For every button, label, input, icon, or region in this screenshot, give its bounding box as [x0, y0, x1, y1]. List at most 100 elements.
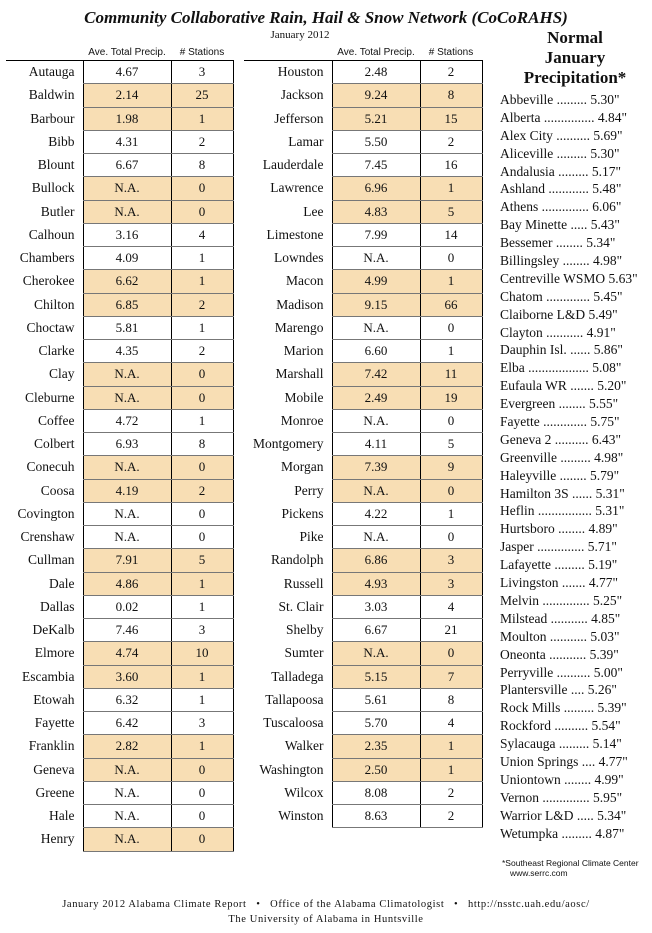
normal-precip-row: Wetumpka ......... 4.87" — [500, 825, 650, 843]
precip-value: 4.09 — [82, 246, 171, 271]
leader-dots: ....... — [558, 575, 586, 591]
station-count: 1 — [419, 176, 483, 201]
table-row: Chilton 6.85 2 — [6, 293, 234, 317]
precip-value: 2.82 — [82, 734, 171, 759]
precip-value: 4.67 — [82, 60, 171, 85]
normal-title-line2: January — [544, 48, 606, 67]
leader-dots: ......... — [553, 145, 587, 161]
normal-precip-row: Eufaula WR ....... 5.20" — [500, 377, 650, 395]
leader-dots: .............. — [539, 789, 590, 805]
county-name: Barbour — [30, 110, 75, 126]
station-name: Geneva 2 — [500, 431, 552, 447]
station-name: Warrior L&D — [500, 807, 574, 823]
normal-precip-row: Andalusia ......... 5.17" — [500, 163, 650, 181]
normal-precip-row: Aliceville ......... 5.30" — [500, 145, 650, 163]
station-count: 25 — [170, 83, 234, 108]
station-name: Melvin — [500, 592, 539, 608]
precip-value: 4.19 — [82, 479, 171, 503]
normal-value: 5.75" — [590, 414, 620, 430]
county-name: Mobile — [284, 389, 324, 405]
station-count: 0 — [170, 176, 234, 201]
precip-value: 2.48 — [331, 60, 420, 85]
precip-value: 4.35 — [82, 339, 171, 364]
normal-precip-title: Normal January Precipitation* — [500, 28, 650, 88]
station-name: Hurtsboro — [500, 521, 555, 537]
county-name: Marengo — [274, 319, 324, 335]
table-row: Houston 2.48 2 — [244, 60, 483, 85]
leader-dots: .......... — [551, 431, 589, 447]
precip-value: N.A. — [331, 246, 420, 271]
station-count: 0 — [419, 246, 483, 271]
county-name: Wilcox — [284, 784, 324, 800]
station-name: Bessemer — [500, 235, 553, 251]
leader-dots: ........ — [556, 467, 587, 483]
normal-value: 4.85" — [591, 610, 621, 626]
county-name: Dallas — [40, 598, 75, 614]
normal-value: 5.48" — [592, 181, 622, 197]
normal-value: 5.30" — [590, 92, 620, 107]
county-name: Fayette — [34, 715, 75, 731]
table-row: Wilcox 8.08 2 — [244, 781, 483, 806]
table-row: Randolph 6.86 3 — [244, 548, 483, 573]
county-name: Baldwin — [28, 87, 75, 103]
table-row: Escambia 3.60 1 — [6, 665, 234, 689]
normal-value: 5.30" — [590, 145, 620, 161]
station-count: 19 — [419, 386, 483, 410]
county-header — [244, 45, 332, 61]
normal-precip-row: Jasper .............. 5.71" — [500, 538, 650, 556]
normal-precip-row: Union Springs .... 4.77" — [500, 753, 650, 771]
station-count: 0 — [419, 479, 483, 503]
normal-value: 5.39" — [589, 646, 619, 662]
table-row: Choctaw 5.81 1 — [6, 316, 234, 341]
county-name: Hale — [49, 808, 75, 824]
table-row: Perry N.A. 0 — [244, 479, 483, 503]
table-row: Autauga 4.67 3 — [6, 60, 234, 85]
station-count: 2 — [170, 479, 234, 503]
normal-precip-row: Rock Mills ......... 5.39" — [500, 699, 650, 717]
normal-precip-row: Bay Minette ..... 5.43" — [500, 216, 650, 234]
precip-value: 4.99 — [331, 269, 420, 294]
station-name: Elba — [500, 360, 525, 376]
station-name: Greenville — [500, 449, 557, 465]
station-name: Eufaula WR — [500, 378, 567, 394]
leader-dots: ........ — [560, 771, 592, 787]
station-name: Milstead — [500, 610, 548, 626]
leader-dots: ......... — [558, 825, 592, 841]
leader-dots: .................. — [524, 360, 589, 376]
table-row: Tuscaloosa 5.70 4 — [244, 711, 483, 736]
precip-value: 4.22 — [331, 502, 420, 527]
station-name: Heflin — [500, 503, 535, 519]
precip-value: 8.08 — [331, 781, 420, 806]
precip-value: 1.98 — [82, 107, 171, 131]
normal-value: 5.17" — [591, 163, 622, 179]
station-count: 1 — [170, 572, 234, 596]
normal-value: 4.77" — [588, 575, 619, 591]
normal-precip-row: Claiborne L&D 5.49" — [500, 306, 650, 324]
leader-dots: .............. — [539, 592, 590, 608]
table-row: Butler N.A. 0 — [6, 200, 234, 224]
footnote-source: *Southeast Regional Climate Center — [502, 858, 639, 868]
precip-value: 9.15 — [331, 293, 420, 317]
county-name: Monroe — [280, 412, 324, 428]
precip-value: 3.60 — [82, 665, 171, 689]
county-name: Crenshaw — [20, 529, 75, 545]
station-name: Claiborne L&D — [500, 306, 586, 322]
leader-dots: ......... — [560, 700, 595, 716]
table-row: Monroe N.A. 0 — [244, 409, 483, 434]
county-name: Autauga — [28, 64, 75, 80]
table-row: Russell 4.93 3 — [244, 572, 483, 596]
footer-line2: The University of Alabama in Huntsville — [228, 914, 424, 925]
county-name: Bullock — [31, 180, 75, 196]
normal-precip-row: Milstead ........... 4.85" — [500, 610, 650, 628]
station-name: Billingsley — [500, 253, 560, 269]
precip-value: 6.60 — [331, 339, 420, 364]
normal-title-line1: Normal — [547, 28, 603, 47]
normal-value: 5.08" — [592, 360, 622, 376]
normal-value: 5.14" — [592, 736, 622, 752]
leader-dots: ...... — [566, 342, 591, 358]
normal-precip-row: Heflin ................ 5.31" — [500, 502, 650, 520]
station-name: Evergreen — [500, 396, 556, 412]
county-name: Washington — [259, 761, 324, 777]
table-row: Jefferson 5.21 15 — [244, 107, 483, 131]
station-name: Plantersville — [500, 682, 568, 698]
